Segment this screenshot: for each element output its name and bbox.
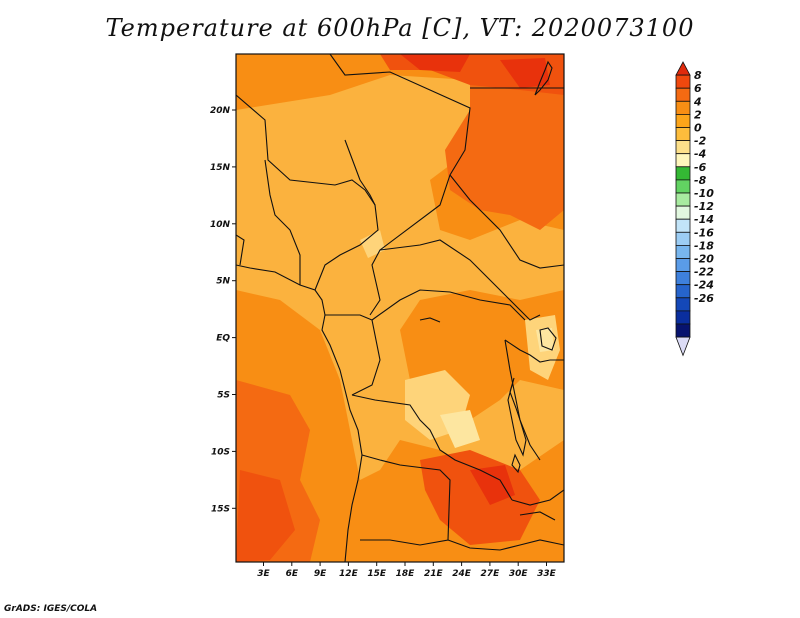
- colorbar-label: -20: [694, 253, 714, 266]
- colorbar-label: -26: [694, 292, 714, 305]
- colorbar-label: -4: [694, 148, 706, 161]
- lon-tick-label: 18E: [396, 569, 416, 579]
- colorbar-swatch: [675, 310, 691, 325]
- colorbar-swatch: [675, 127, 691, 142]
- colorbar-label: -24: [694, 279, 714, 292]
- colorbar-swatch: [675, 87, 691, 102]
- lon-tick-label: 30E: [509, 569, 529, 579]
- colorbar-swatch: [675, 284, 691, 299]
- chart-title: Temperature at 600hPa [C], VT: 202007310…: [105, 14, 695, 42]
- colorbar-label: -16: [694, 226, 714, 239]
- country-borders: [236, 54, 564, 562]
- lon-tick-label: 6E: [286, 569, 299, 579]
- longitude-axis: 3E 6E 9E 12E 15E 18E 21E 24E 27E 30E 33E: [257, 562, 557, 579]
- lat-tick-label: 15N: [210, 163, 231, 173]
- colorbar-swatch: [675, 140, 691, 155]
- lon-tick-label: 21E: [424, 569, 444, 579]
- colorbar-swatch: [675, 100, 691, 115]
- lat-tick-label: 5N: [216, 277, 230, 287]
- colorbar-swatch: [675, 166, 691, 181]
- latitude-axis: 20N 15N 10N 5N EQ 5S 10S 15S: [210, 106, 236, 514]
- lon-tick-label: 12E: [339, 569, 359, 579]
- colorbar-swatch: [675, 74, 691, 89]
- colorbar-swatch: [675, 244, 691, 259]
- colorbar-swatch: [675, 192, 691, 207]
- colorbar-label: -6: [694, 161, 707, 174]
- colorbar-swatch: [675, 297, 691, 312]
- colorbar-swatch: [675, 258, 691, 273]
- colorbar-label: -8: [694, 174, 707, 187]
- lat-tick-label: 20N: [210, 106, 231, 116]
- colorbar-label: 8: [694, 69, 702, 82]
- temperature-field: [236, 54, 564, 562]
- colorbar-label: -22: [694, 266, 714, 279]
- colorbar-swatch: [675, 336, 691, 357]
- grads-credit: GrADS: IGES/COLA: [4, 604, 98, 614]
- colorbar-label: -12: [694, 200, 714, 213]
- colorbar-swatch: [675, 271, 691, 286]
- colorbar-label: -18: [694, 239, 714, 252]
- colorbar-swatch: [675, 61, 691, 76]
- lon-tick-label: 27E: [481, 569, 501, 579]
- colorbar-label: 4: [693, 95, 702, 108]
- colorbar-swatch: [675, 205, 691, 220]
- colorbar-swatch: [675, 114, 691, 128]
- lon-tick-label: 15E: [367, 569, 387, 579]
- lon-tick-label: 33E: [537, 569, 557, 579]
- colorbar-swatch: [675, 153, 691, 168]
- map-frame: [235, 53, 565, 563]
- lon-tick-label: 3E: [257, 569, 270, 579]
- colorbar-label: -14: [694, 213, 714, 226]
- lon-tick-label: 9E: [314, 569, 327, 579]
- colorbar-label: -2: [694, 135, 707, 148]
- colorbar-label: 2: [694, 108, 702, 121]
- colorbar-label: 6: [694, 82, 702, 95]
- lat-tick-label: 10N: [210, 220, 231, 230]
- lat-tick-label: 15S: [211, 504, 230, 514]
- colorbar-swatch: [675, 218, 691, 233]
- colorbar-swatch: [675, 323, 691, 338]
- lon-tick-label: 24E: [452, 569, 472, 579]
- colorbar-label: -10: [694, 187, 714, 200]
- lat-tick-label: 10S: [211, 447, 230, 457]
- colorbar-swatch: [675, 179, 691, 194]
- lat-tick-label: 5S: [217, 391, 230, 401]
- colorbar-swatch: [675, 231, 691, 246]
- lat-tick-label: EQ: [216, 334, 230, 344]
- colorbar-label: 0: [694, 122, 702, 135]
